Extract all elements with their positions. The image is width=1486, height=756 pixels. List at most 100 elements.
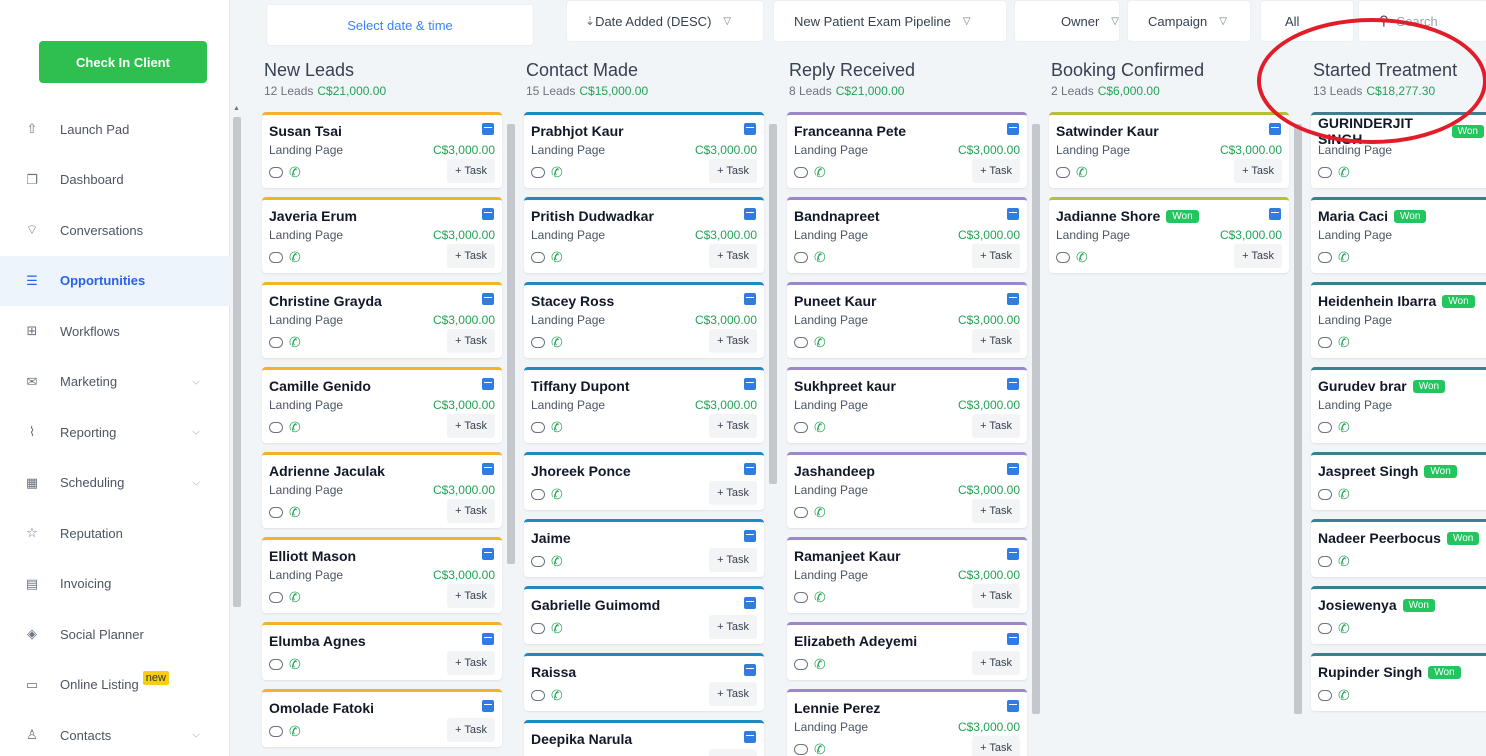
opportunity-card[interactable]: Rupinder Singh Won ✆ — [1311, 653, 1486, 711]
opportunity-card[interactable]: Elliott Mason Landing Page C$3,000.00 ✆ + Ta… — [262, 537, 502, 613]
sidebar-scrollbar-thumb[interactable] — [233, 117, 241, 607]
phone-icon[interactable]: ✆ — [289, 418, 301, 435]
chat-icon[interactable] — [531, 421, 545, 433]
calendar-icon[interactable] — [482, 123, 494, 135]
add-task-button[interactable]: + Task — [1234, 244, 1282, 268]
chat-icon[interactable] — [794, 591, 808, 603]
chat-icon[interactable] — [531, 166, 545, 178]
phone-icon[interactable]: ✆ — [289, 722, 301, 739]
add-task-button[interactable]: + Task — [972, 584, 1020, 608]
contact-name[interactable]: Jaime — [531, 528, 757, 548]
calendar-icon[interactable] — [744, 293, 756, 305]
chat-icon[interactable] — [1318, 689, 1332, 701]
phone-icon[interactable]: ✆ — [1338, 333, 1350, 350]
calendar-icon[interactable] — [482, 208, 494, 220]
opportunity-card[interactable]: Susan Tsai Landing Page C$3,000.00 ✆ + Task — [262, 112, 502, 188]
phone-icon[interactable]: ✆ — [814, 248, 826, 265]
chat-icon[interactable] — [794, 336, 808, 348]
chat-icon[interactable] — [269, 166, 283, 178]
phone-icon[interactable]: ✆ — [814, 588, 826, 605]
contact-name[interactable]: Elumba Agnes — [269, 631, 495, 651]
phone-icon[interactable]: ✆ — [1338, 418, 1350, 435]
opportunity-card[interactable]: Jashandeep Landing Page C$3,000.00 ✆ + Task — [787, 452, 1027, 528]
contact-name[interactable]: Bandnapreet — [794, 206, 1020, 226]
contact-name[interactable]: Gurudev brar Won — [1318, 376, 1484, 396]
chat-icon[interactable] — [269, 251, 283, 263]
add-task-button[interactable]: + Task — [1234, 159, 1282, 183]
contact-name[interactable]: Nadeer Peerbocus Won — [1318, 528, 1484, 548]
chat-icon[interactable] — [269, 725, 283, 737]
opportunity-card[interactable]: Christine Grayda Landing Page C$3,000.00 ✆ +… — [262, 282, 502, 358]
calendar-icon[interactable] — [482, 293, 494, 305]
calendar-icon[interactable] — [1007, 463, 1019, 475]
chat-icon[interactable] — [269, 658, 283, 670]
date-time-picker[interactable]: Select date & time — [266, 4, 534, 46]
sidebar-item-workflows[interactable]: ⊞ Workflows — [0, 306, 230, 357]
contact-name[interactable]: Omolade Fatoki — [269, 698, 495, 718]
phone-icon[interactable]: ✆ — [289, 248, 301, 265]
opportunity-card[interactable]: Jaspreet Singh Won ✆ — [1311, 452, 1486, 510]
contact-name[interactable]: Ramanjeet Kaur — [794, 546, 1020, 566]
sidebar-item-online-listing[interactable]: ▭ Online Listing new — [0, 660, 230, 711]
calendar-icon[interactable] — [744, 463, 756, 475]
chat-icon[interactable] — [269, 506, 283, 518]
sidebar-scrollbar[interactable]: ▲ — [232, 105, 242, 755]
phone-icon[interactable]: ✆ — [814, 418, 826, 435]
chat-icon[interactable] — [794, 506, 808, 518]
column-scrollbar-thumb[interactable] — [769, 124, 777, 484]
contact-name[interactable]: Jaspreet Singh Won — [1318, 461, 1484, 481]
contact-name[interactable]: Lennie Perez — [794, 698, 1020, 718]
opportunity-card[interactable]: Maria Caci Won Landing Page ✆ — [1311, 197, 1486, 273]
contact-name[interactable]: Raissa — [531, 662, 757, 682]
calendar-icon[interactable] — [744, 731, 756, 743]
opportunity-card[interactable]: Franceanna Pete Landing Page C$3,000.00 ✆ + … — [787, 112, 1027, 188]
calendar-icon[interactable] — [1007, 208, 1019, 220]
opportunity-card[interactable]: Tiffany Dupont Landing Page C$3,000.00 ✆ + T… — [524, 367, 764, 443]
calendar-icon[interactable] — [1007, 293, 1019, 305]
phone-icon[interactable]: ✆ — [289, 503, 301, 520]
phone-icon[interactable]: ✆ — [551, 686, 563, 703]
contact-name[interactable]: Pritish Dudwadkar — [531, 206, 757, 226]
opportunity-card[interactable]: Satwinder Kaur Landing Page C$3,000.00 ✆ + T… — [1049, 112, 1289, 188]
calendar-icon[interactable] — [482, 700, 494, 712]
phone-icon[interactable]: ✆ — [1338, 619, 1350, 636]
contact-name[interactable]: Rupinder Singh Won — [1318, 662, 1484, 682]
opportunity-card[interactable]: Camille Genido Landing Page C$3,000.00 ✆ + T… — [262, 367, 502, 443]
phone-icon[interactable]: ✆ — [1338, 552, 1350, 569]
contact-name[interactable]: Deepika Narula — [531, 729, 757, 749]
opportunity-card[interactable]: Heidenhein Ibarra Won Landing Page ✆ — [1311, 282, 1486, 358]
opportunity-card[interactable]: Jhoreek Ponce ✆ + Task — [524, 452, 764, 510]
sidebar-item-marketing[interactable]: ✉ Marketing ⌵ — [0, 357, 230, 408]
sidebar-item-reporting[interactable]: ⌇ Reporting ⌵ — [0, 407, 230, 458]
calendar-icon[interactable] — [744, 597, 756, 609]
calendar-icon[interactable] — [482, 378, 494, 390]
chat-icon[interactable] — [531, 689, 545, 701]
opportunity-card[interactable]: Josiewenya Won ✆ — [1311, 586, 1486, 644]
column-scrollbar-thumb[interactable] — [507, 124, 515, 564]
add-task-button[interactable]: + Task — [972, 159, 1020, 183]
contact-name[interactable]: Jadianne Shore Won — [1056, 206, 1282, 226]
contact-name[interactable]: Adrienne Jaculak — [269, 461, 495, 481]
add-task-button[interactable]: + Task — [447, 651, 495, 675]
add-task-button[interactable]: + Task — [709, 329, 757, 353]
owner-dropdown[interactable]: Owner ▽ — [1014, 0, 1120, 42]
add-task-button[interactable]: + Task — [709, 414, 757, 438]
add-task-button[interactable]: + Task — [709, 749, 757, 756]
opportunity-card[interactable]: Ramanjeet Kaur Landing Page C$3,000.00 ✆ + T… — [787, 537, 1027, 613]
opportunity-card[interactable]: Omolade Fatoki ✆ + Task — [262, 689, 502, 747]
add-task-button[interactable]: + Task — [447, 414, 495, 438]
contact-name[interactable]: Camille Genido — [269, 376, 495, 396]
phone-icon[interactable]: ✆ — [814, 503, 826, 520]
chat-icon[interactable] — [1318, 622, 1332, 634]
add-task-button[interactable]: + Task — [709, 682, 757, 706]
contact-name[interactable]: Christine Grayda — [269, 291, 495, 311]
opportunity-card[interactable]: Javeria Erum Landing Page C$3,000.00 ✆ + Tas… — [262, 197, 502, 273]
sidebar-item-opportunities[interactable]: ☰ Opportunities — [0, 255, 230, 306]
contact-name[interactable]: Prabhjot Kaur — [531, 121, 757, 141]
chat-icon[interactable] — [531, 251, 545, 263]
opportunity-card[interactable]: Stacey Ross Landing Page C$3,000.00 ✆ + Task — [524, 282, 764, 358]
phone-icon[interactable]: ✆ — [551, 333, 563, 350]
add-task-button[interactable]: + Task — [447, 499, 495, 523]
phone-icon[interactable]: ✆ — [814, 333, 826, 350]
phone-icon[interactable]: ✆ — [814, 740, 826, 756]
